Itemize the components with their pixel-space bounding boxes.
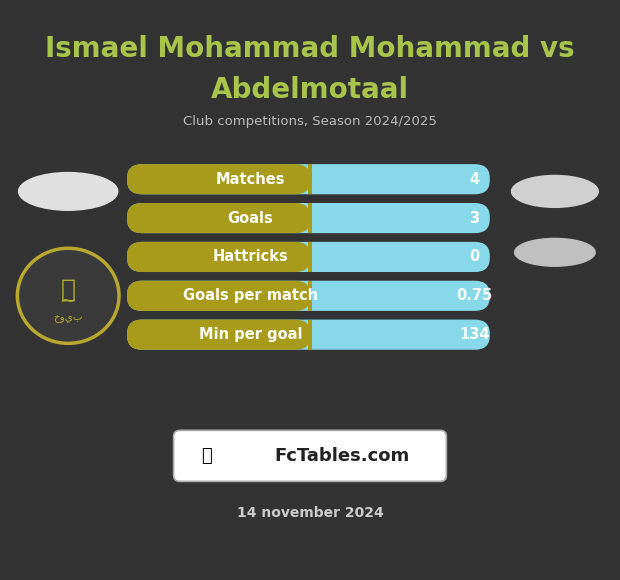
Text: 134: 134: [459, 327, 490, 342]
Text: 0: 0: [469, 249, 479, 264]
Ellipse shape: [512, 175, 598, 207]
Ellipse shape: [515, 238, 595, 266]
Text: 4: 4: [469, 172, 479, 187]
Text: Club competitions, Season 2024/2025: Club competitions, Season 2024/2025: [183, 115, 437, 128]
Text: ⌒: ⌒: [61, 278, 76, 302]
Text: Ismael Mohammad Mohammad vs: Ismael Mohammad Mohammad vs: [45, 35, 575, 63]
Text: FcTables.com: FcTables.com: [275, 447, 410, 465]
FancyBboxPatch shape: [127, 203, 490, 233]
FancyBboxPatch shape: [127, 281, 490, 311]
Bar: [309, 320, 312, 350]
Text: Min per goal: Min per goal: [198, 327, 302, 342]
FancyBboxPatch shape: [127, 164, 311, 194]
Text: 0.75: 0.75: [456, 288, 492, 303]
Bar: [309, 242, 312, 272]
Bar: [309, 281, 312, 311]
Text: Abdelmotaal: Abdelmotaal: [211, 76, 409, 104]
FancyBboxPatch shape: [127, 320, 490, 350]
Text: 14 november 2024: 14 november 2024: [237, 506, 383, 520]
Text: ~: ~: [60, 292, 76, 311]
FancyBboxPatch shape: [127, 242, 490, 272]
Text: Hattricks: Hattricks: [213, 249, 288, 264]
Text: 3: 3: [469, 211, 479, 226]
Text: 📊: 📊: [201, 447, 212, 465]
FancyBboxPatch shape: [127, 242, 311, 272]
Text: Matches: Matches: [216, 172, 285, 187]
FancyBboxPatch shape: [174, 430, 446, 481]
Text: Goals: Goals: [228, 211, 273, 226]
FancyBboxPatch shape: [127, 164, 490, 194]
Text: Goals per match: Goals per match: [183, 288, 318, 303]
FancyBboxPatch shape: [127, 320, 311, 350]
Ellipse shape: [19, 173, 118, 211]
Text: خويب: خويب: [53, 313, 83, 323]
Circle shape: [17, 248, 119, 343]
Bar: [309, 203, 312, 233]
FancyBboxPatch shape: [127, 281, 311, 311]
Bar: [309, 164, 312, 194]
FancyBboxPatch shape: [127, 203, 311, 233]
